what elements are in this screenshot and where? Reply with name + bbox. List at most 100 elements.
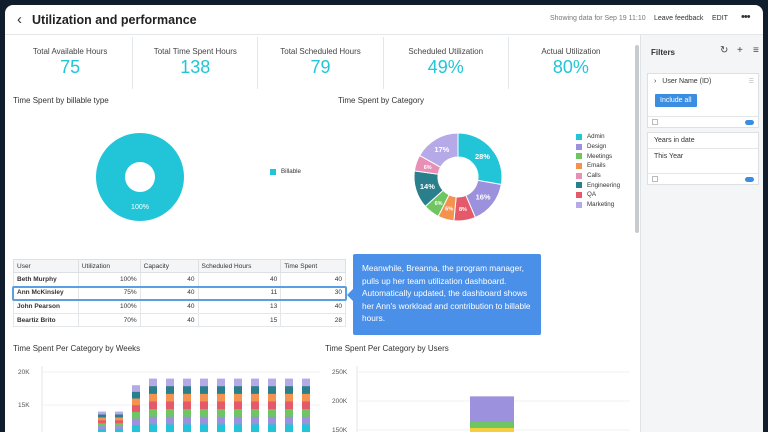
bar-segment[interactable] [183, 424, 191, 432]
pie-slice-billable[interactable] [95, 133, 184, 221]
bar-segment[interactable] [166, 409, 174, 418]
bar-segment[interactable] [98, 426, 106, 430]
bar-segment[interactable] [149, 409, 157, 418]
filter-value[interactable]: This Year [648, 148, 758, 167]
bar-segment[interactable] [200, 386, 208, 395]
legend-item-billable[interactable]: Billable [270, 167, 301, 177]
bar-segment[interactable] [285, 409, 293, 418]
drag-handle-icon[interactable]: ☰ [748, 79, 754, 85]
include-all-button[interactable]: Include all [655, 94, 697, 107]
column-header[interactable]: Capacity [139, 259, 199, 273]
bar-segment[interactable] [217, 424, 225, 432]
pie-slice-marketing[interactable] [418, 132, 459, 168]
column-header[interactable]: Utilization [77, 259, 141, 273]
bar-segment[interactable] [251, 409, 259, 418]
bar-segment[interactable] [470, 422, 514, 428]
column-header[interactable]: Scheduled Hours [197, 259, 282, 273]
bar-segment[interactable] [149, 378, 157, 387]
bar-segment[interactable] [268, 424, 276, 432]
bar-segment[interactable] [217, 378, 225, 387]
bar-segment[interactable] [115, 417, 123, 421]
table-row[interactable]: Beartiz Brito 70% 40 15 28 [13, 312, 346, 328]
bar-segment[interactable] [268, 386, 276, 395]
filter-toggle[interactable] [745, 120, 754, 125]
filter-toggle[interactable] [745, 177, 754, 182]
bar-segment[interactable] [132, 385, 140, 393]
bar-segment[interactable] [166, 424, 174, 432]
bar-segment[interactable] [217, 386, 225, 395]
bar-segment[interactable] [183, 416, 191, 425]
bar-segment[interactable] [166, 378, 174, 387]
legend-item-emails[interactable]: Emails [576, 161, 620, 171]
bar-segment[interactable] [470, 428, 514, 432]
filter-card-header[interactable]: Years in date [648, 133, 758, 148]
bar-segment[interactable] [132, 425, 140, 432]
bar-segment[interactable] [98, 420, 106, 424]
bar-segment[interactable] [200, 409, 208, 418]
bar-segment[interactable] [268, 378, 276, 387]
bar-segment[interactable] [302, 378, 310, 387]
table-row[interactable]: John Pearson 100% 40 13 40 [13, 299, 346, 314]
filter-card-header[interactable]: › User Name (ID) [648, 74, 758, 89]
column-header[interactable]: Time Spent [280, 259, 346, 273]
bar-segment[interactable] [234, 424, 242, 432]
bar-segment[interactable] [285, 386, 293, 395]
legend-item-admin[interactable]: Admin [576, 132, 620, 142]
bar-segment[interactable] [98, 411, 106, 415]
bar-segment[interactable] [217, 416, 225, 425]
bar-segment[interactable] [285, 416, 293, 425]
bar-segment[interactable] [183, 393, 191, 402]
refresh-icon[interactable]: ↻ [720, 45, 729, 56]
bar-segment[interactable] [115, 420, 123, 424]
bar-segment[interactable] [183, 378, 191, 387]
bar-segment[interactable] [132, 418, 140, 426]
bar-segment[interactable] [98, 414, 106, 418]
bar-segment[interactable] [302, 401, 310, 410]
bar-segment[interactable] [115, 414, 123, 418]
bar-segment[interactable] [115, 423, 123, 427]
edit-button[interactable]: EDIT [712, 15, 728, 22]
bar-segment[interactable] [183, 386, 191, 395]
legend-item-marketing[interactable]: Marketing [576, 200, 620, 210]
bar-segment[interactable] [285, 424, 293, 432]
bar-segment[interactable] [217, 401, 225, 410]
bar-segment[interactable] [217, 393, 225, 402]
legend-item-design[interactable]: Design [576, 142, 620, 152]
menu-icon[interactable]: ≡ [753, 45, 759, 56]
legend-item-qa[interactable]: QA [576, 190, 620, 200]
table-row-selected[interactable]: Ann McKinsley 75% 40 11 30 [13, 285, 346, 301]
bar-segment[interactable] [183, 401, 191, 410]
bar-segment[interactable] [234, 393, 242, 402]
bar-segment[interactable] [302, 416, 310, 425]
legend-item-calls[interactable]: Calls [576, 171, 620, 181]
bar-segment[interactable] [234, 416, 242, 425]
plus-icon[interactable]: + [737, 45, 743, 56]
bar-segment[interactable] [98, 423, 106, 427]
bar-segment[interactable] [268, 416, 276, 425]
bar-segment[interactable] [234, 386, 242, 395]
filter-checkbox[interactable] [652, 119, 658, 125]
bar-segment[interactable] [200, 393, 208, 402]
bar-segment[interactable] [285, 401, 293, 410]
bar-segment[interactable] [285, 393, 293, 402]
bar-segment[interactable] [115, 411, 123, 415]
bar-segment[interactable] [132, 405, 140, 413]
bar-segment[interactable] [251, 393, 259, 402]
bar-segment[interactable] [149, 401, 157, 410]
bar-segment[interactable] [166, 401, 174, 410]
back-chevron-icon[interactable]: ‹ [17, 11, 22, 28]
bar-segment[interactable] [115, 429, 123, 432]
bar-segment[interactable] [166, 386, 174, 395]
bar-segment[interactable] [149, 424, 157, 432]
more-options-icon[interactable]: ••• [741, 11, 751, 23]
bar-segment[interactable] [132, 411, 140, 419]
table-row[interactable]: Beth Murphy 100% 40 40 40 [13, 272, 346, 287]
bar-segment[interactable] [183, 409, 191, 418]
bar-segment[interactable] [149, 393, 157, 402]
bar-segment[interactable] [302, 409, 310, 418]
bar-segment[interactable] [251, 378, 259, 387]
bar-segment[interactable] [268, 401, 276, 410]
bar-segment[interactable] [200, 416, 208, 425]
bar-segment[interactable] [200, 401, 208, 410]
bar-segment[interactable] [302, 386, 310, 395]
